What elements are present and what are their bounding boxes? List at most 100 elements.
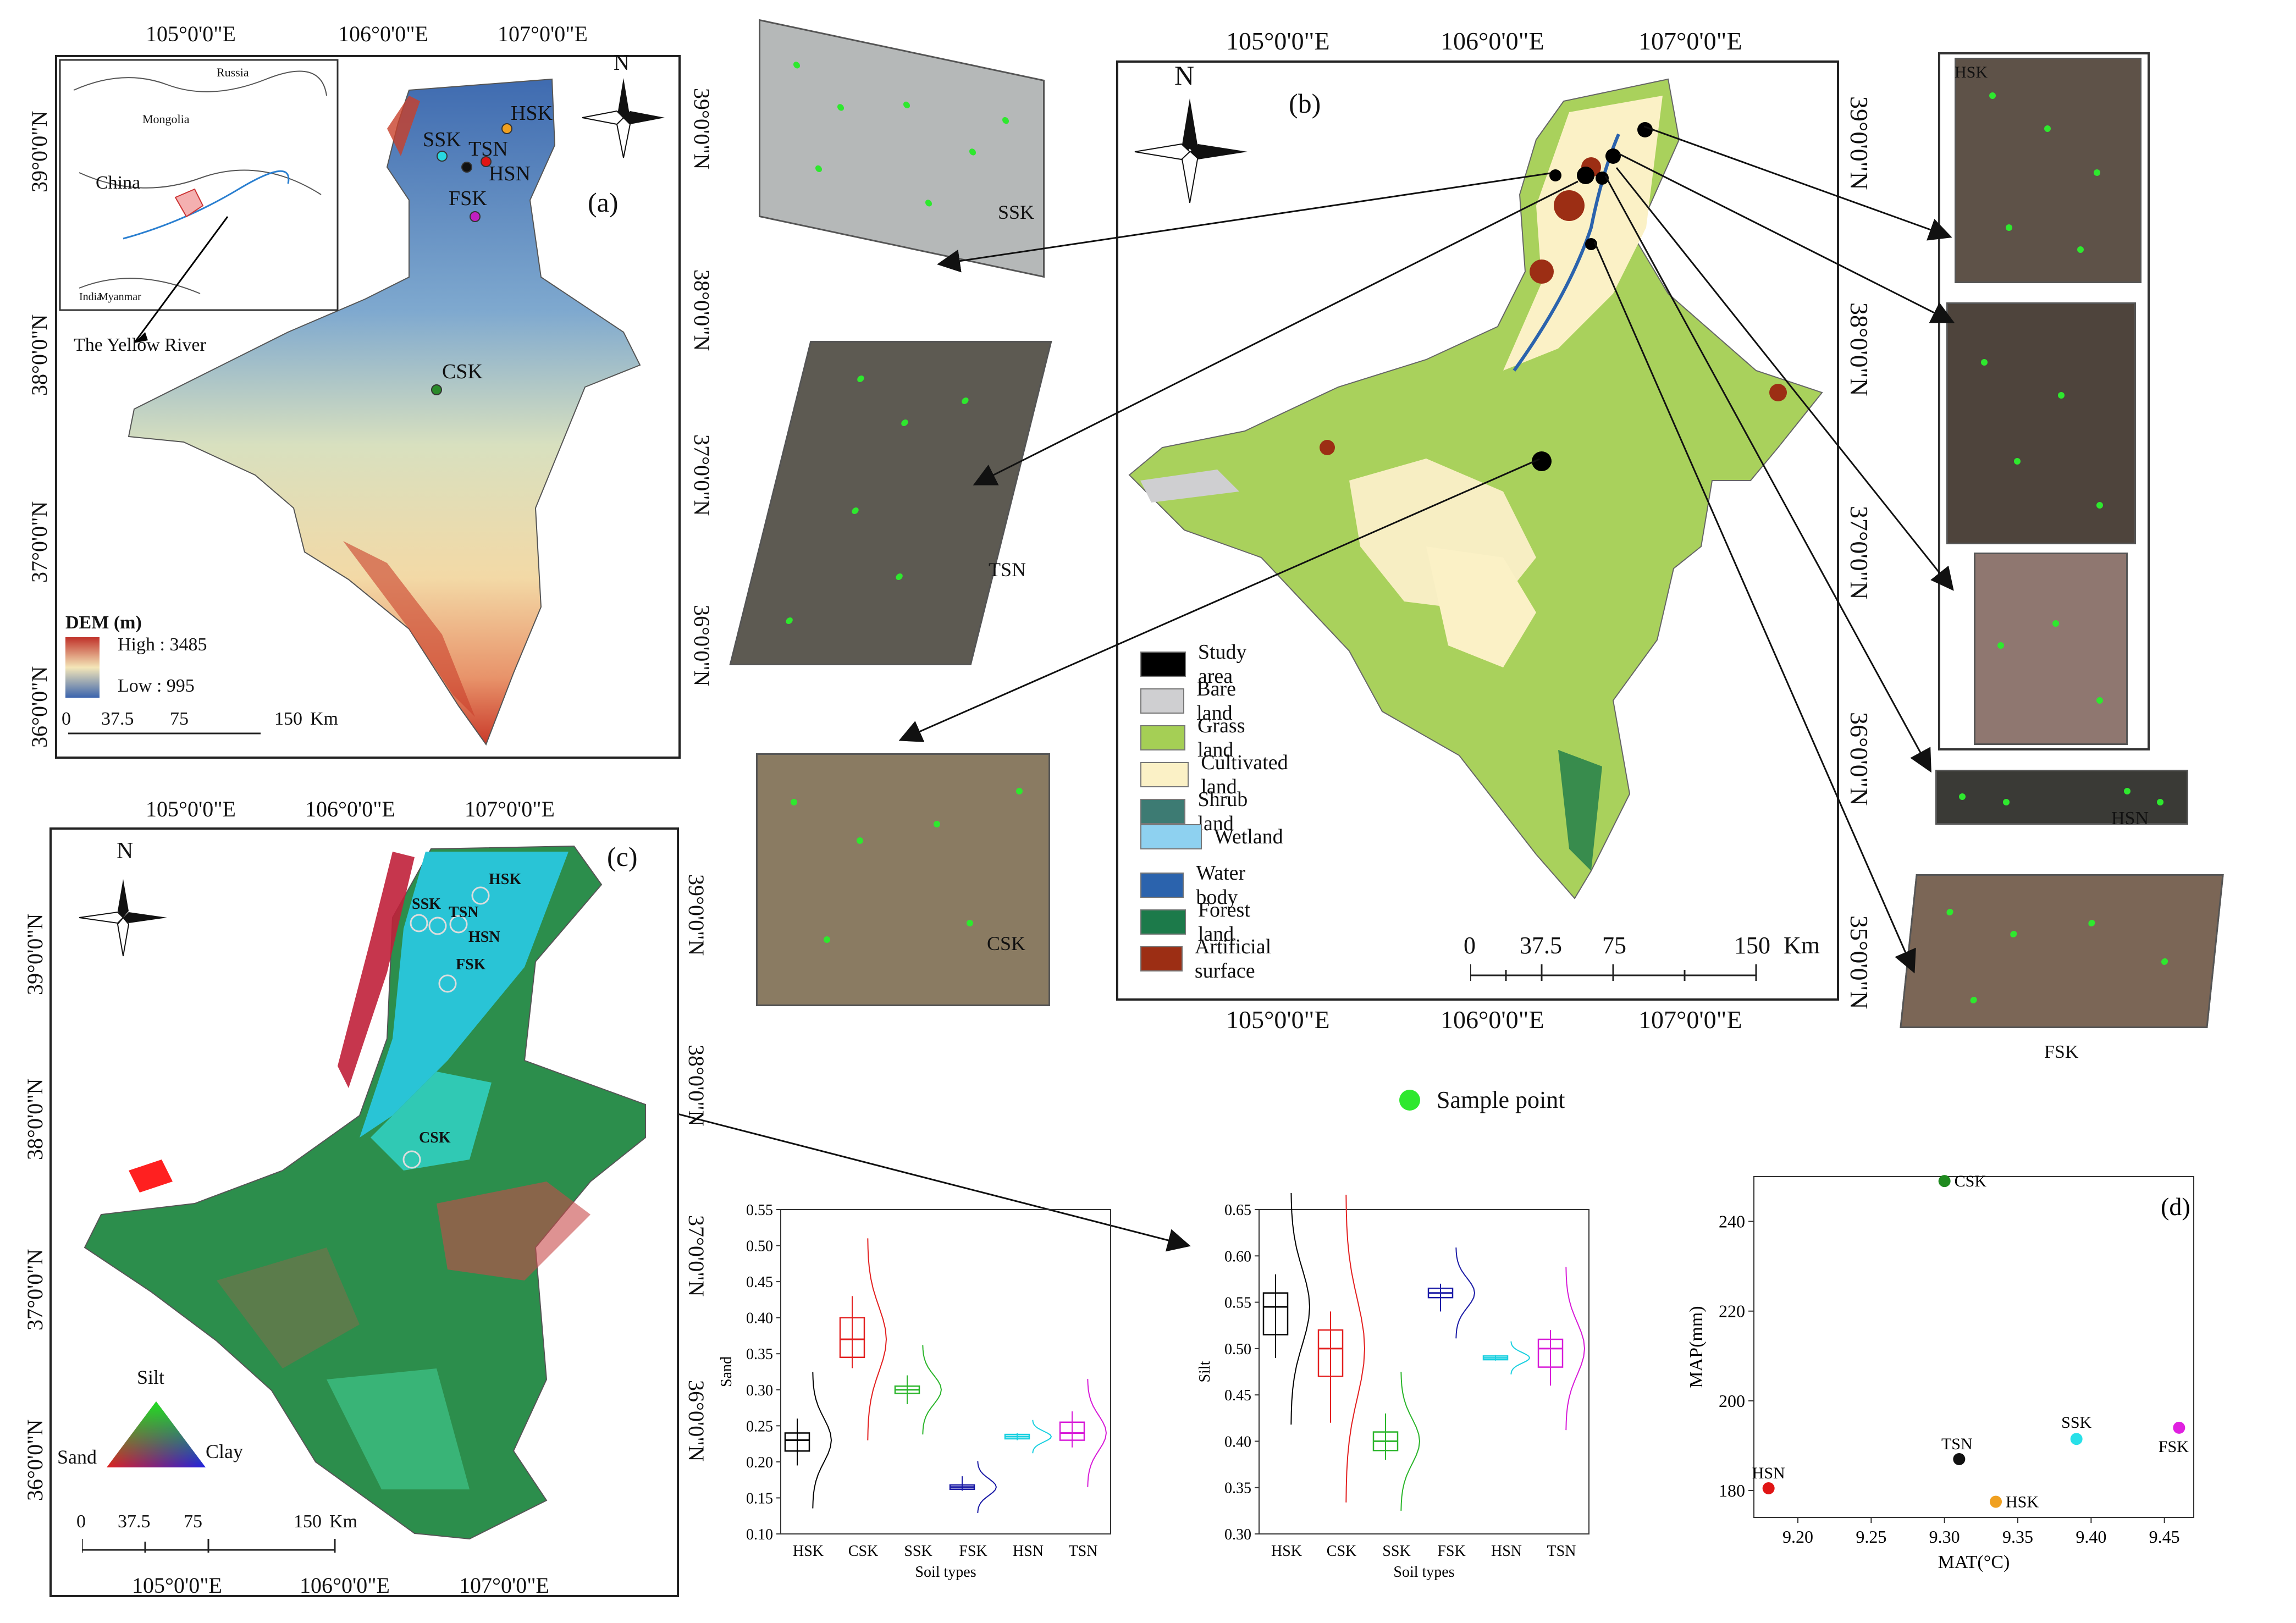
b-bottom-lon-2: 106°0'0"E bbox=[1440, 1006, 1544, 1034]
thumb-ssk-label: SSK bbox=[998, 201, 1035, 223]
plot-frame bbox=[780, 1209, 1111, 1534]
point-label: CSK bbox=[1955, 1172, 1987, 1190]
mat-map-scatter: 9.20 9.25 9.30 9.35 9.40 9.45 180 200 220 240 CSK H… bbox=[1686, 1172, 2194, 1572]
box bbox=[839, 1317, 865, 1359]
x-tick-label: 9.25 bbox=[1856, 1527, 1886, 1547]
ternary-clay: Clay bbox=[206, 1440, 243, 1462]
x-tick-label: 9.30 bbox=[1929, 1527, 1960, 1547]
ternary-sand: Sand bbox=[57, 1446, 97, 1468]
y-tick-label: 0.65 bbox=[1224, 1202, 1251, 1219]
inset-mongolia: Mongolia bbox=[142, 112, 190, 126]
a-bottom-lon-1: 105°0'0"E bbox=[146, 797, 236, 821]
c-site-hsk: HSK bbox=[489, 871, 522, 888]
river-label: The Yellow River bbox=[74, 335, 206, 355]
thumb-csk-right bbox=[1946, 302, 2136, 544]
y-tick-label: 0.50 bbox=[746, 1238, 773, 1255]
y-tick-label: 0.50 bbox=[1224, 1341, 1251, 1358]
scale-b-0: 0 bbox=[1464, 932, 1476, 959]
panel-a-dem-map: N (a) Russia Mongolia China India Myanma… bbox=[55, 50, 681, 759]
site-label-fsk: FSK bbox=[449, 187, 487, 210]
x-axis-label: Soil types bbox=[915, 1564, 976, 1581]
scale-c-4: Km bbox=[329, 1511, 357, 1532]
legend-item: Wetland bbox=[1140, 824, 1283, 849]
sample-point-icon bbox=[1399, 1089, 1420, 1111]
x-tick-label: SSK bbox=[1382, 1543, 1410, 1560]
north-label: N bbox=[614, 50, 630, 75]
scale-b-2: 75 bbox=[1602, 932, 1626, 959]
y-tick-label: 0.40 bbox=[746, 1310, 773, 1327]
sample-point-legend: Sample point bbox=[1399, 1086, 1565, 1114]
legend-swatch bbox=[1140, 762, 1189, 787]
y-tick-label: 0.20 bbox=[746, 1454, 773, 1471]
a-left-lat-3: 37°0'0"N bbox=[27, 501, 52, 583]
c-left-lat-1: 39°0'0"N bbox=[23, 913, 47, 995]
scale-c-3: 150 bbox=[294, 1511, 322, 1532]
x-tick-label: HSK bbox=[1271, 1543, 1302, 1560]
thumb-tsn bbox=[729, 341, 1052, 665]
x-tick-label: FSK bbox=[959, 1543, 987, 1560]
site-label-csk: CSK bbox=[442, 360, 483, 383]
b-top-lon-2: 106°0'0"E bbox=[1440, 27, 1544, 55]
c-site-csk: CSK bbox=[419, 1129, 451, 1146]
y-tick-label: 200 bbox=[1719, 1391, 1745, 1411]
north-arrow-icon bbox=[79, 879, 167, 957]
point-label: HSK bbox=[2006, 1493, 2039, 1511]
c-left-lat-3: 37°0'0"N bbox=[23, 1249, 47, 1331]
site-tsn-dot bbox=[461, 162, 472, 173]
c-site-tsn: TSN bbox=[449, 904, 479, 921]
c-site-ssk: SSK bbox=[412, 896, 441, 913]
x-tick-label: HSN bbox=[1491, 1543, 1522, 1560]
scale-bar-c bbox=[82, 1539, 336, 1553]
b-top-lon-3: 107°0'0"E bbox=[1638, 27, 1742, 55]
panel-c-label: (c) bbox=[607, 841, 638, 872]
box bbox=[1262, 1292, 1289, 1335]
density-curve bbox=[922, 1345, 942, 1435]
scale-c-1: 37.5 bbox=[118, 1511, 151, 1532]
x-tick-label: TSN bbox=[1069, 1543, 1098, 1560]
legend-swatch bbox=[1140, 725, 1185, 750]
scale-c-2: 75 bbox=[184, 1511, 202, 1532]
c-right-lat-1: 39°0'0"N bbox=[684, 874, 709, 956]
scatter-point bbox=[1762, 1482, 1775, 1494]
y-tick-label: 0.40 bbox=[1224, 1433, 1251, 1450]
density-curve bbox=[1455, 1247, 1476, 1339]
y-tick-label: 0.60 bbox=[1224, 1248, 1251, 1265]
site-csk-dot bbox=[431, 384, 442, 395]
thumb-fsk-label: FSK bbox=[2044, 1042, 2079, 1062]
a-right-lat-1: 39°0'0"N bbox=[689, 88, 714, 170]
a-left-lat-1: 39°0'0"N bbox=[27, 111, 52, 192]
x-tick-label: CSK bbox=[1327, 1543, 1356, 1560]
x-axis-label: Soil types bbox=[1393, 1564, 1454, 1581]
y-axis-label: MAP(mm) bbox=[1686, 1306, 1707, 1388]
y-tick-label: 0.30 bbox=[1224, 1526, 1251, 1543]
y-tick-label: 180 bbox=[1719, 1481, 1745, 1500]
inset-russia: Russia bbox=[217, 65, 249, 79]
b-right-lat-4: 36°0'0"N bbox=[1845, 712, 1873, 806]
legend-label: Cultivated land bbox=[1201, 751, 1288, 798]
x-tick-label: 9.35 bbox=[2002, 1527, 2033, 1547]
scale-bar-b bbox=[1470, 964, 1757, 981]
scale-a-0: 0 bbox=[62, 709, 71, 729]
scale-b-3: 150 bbox=[1734, 932, 1770, 959]
thumb-csk bbox=[756, 753, 1050, 1006]
north-label-b: N bbox=[1174, 60, 1195, 91]
panel-b-landuse-map: N (b) Study area Bare land Grass land Culti… bbox=[1116, 60, 1839, 1001]
site-hsk-dot bbox=[501, 123, 512, 134]
site-ssk-dot bbox=[437, 151, 448, 162]
y-tick-label: 0.10 bbox=[746, 1526, 773, 1543]
thumb-fsk bbox=[1900, 874, 2224, 1028]
site-label-hsk: HSK bbox=[511, 102, 553, 125]
c-lon-3: 107°0'0"E bbox=[459, 1573, 549, 1598]
inset-china: China bbox=[96, 173, 141, 193]
thumb-hsk-label: HSK bbox=[1955, 63, 1988, 81]
panel-b-label: (b) bbox=[1289, 88, 1321, 119]
dem-map-graphic bbox=[59, 59, 641, 746]
scale-b-4: Km bbox=[1784, 932, 1820, 959]
y-tick-label: 0.45 bbox=[746, 1274, 773, 1291]
legend-swatch bbox=[1140, 873, 1184, 898]
dem-low: Low : 995 bbox=[118, 676, 195, 696]
density-curve bbox=[867, 1238, 887, 1440]
north-arrow-icon bbox=[1134, 98, 1248, 203]
a-right-lat-3: 37°0'0"N bbox=[689, 434, 714, 516]
sample-point-label: Sample point bbox=[1437, 1086, 1565, 1113]
